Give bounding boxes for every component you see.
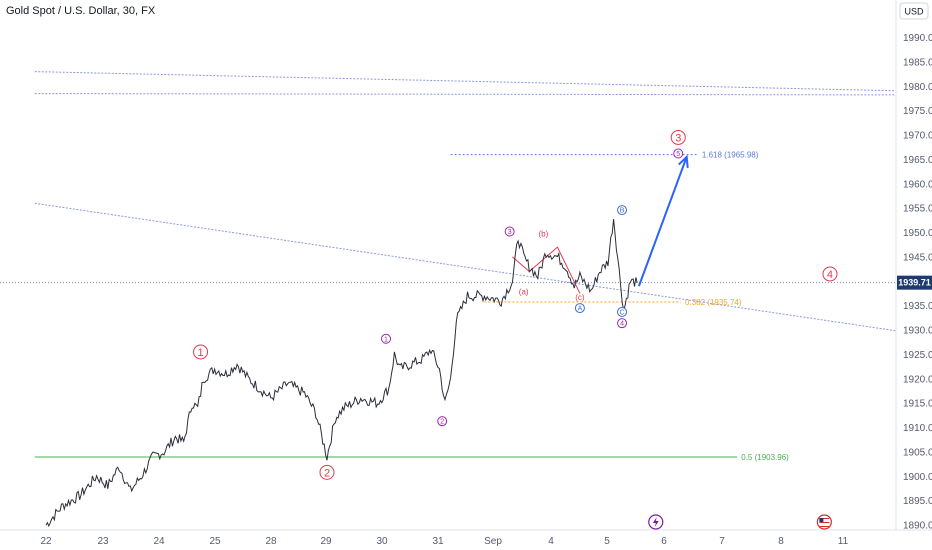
y-axis-ticks: 1890.00 1895.00 1900.00 1905.00 1910.00 1915.…	[903, 33, 932, 532]
x-tick-label[interactable]: 7	[719, 536, 725, 547]
projection-arrow	[637, 154, 689, 287]
lightning-bolt-shape[interactable]	[652, 517, 659, 527]
y-tick-label: 1975.00	[903, 106, 932, 117]
y-tick-label: 1970.00	[903, 131, 932, 142]
wave-label-circle	[574, 303, 585, 314]
x-tick-label[interactable]: 24	[153, 536, 165, 547]
x-tick-label[interactable]: 8	[778, 536, 784, 547]
wave-label-text: 5	[676, 151, 680, 158]
y-tick-label: 1990.00	[903, 33, 932, 44]
flag-stripe[interactable]	[819, 526, 830, 527]
wave-label-circle	[617, 306, 628, 317]
currency-button-frame[interactable]	[899, 2, 929, 20]
last-price-badge: 1939.71	[897, 275, 932, 290]
x-tick-label[interactable]: 11	[838, 536, 849, 547]
y-tick-label: 1890.00	[903, 521, 932, 532]
y-tick-label: 1915.00	[903, 399, 932, 410]
flag-stripe[interactable]	[819, 518, 830, 519]
wave-label-text: 4	[620, 321, 624, 328]
price-axis[interactable]	[896, 0, 932, 550]
y-tick-label: 1965.00	[903, 155, 932, 166]
flag-canton[interactable]	[819, 518, 824, 522]
wave-label-text: 1	[384, 336, 388, 343]
wave-label-circle	[381, 333, 392, 344]
wave-label-circle	[617, 318, 628, 329]
fib-level-label: 0.382 (1935.74)	[685, 298, 742, 307]
us-flag-icon[interactable]	[816, 514, 832, 530]
wave-label-circle	[670, 129, 686, 145]
wave-label-circle	[822, 266, 838, 282]
fib-level-label: 0.5 (1903.96)	[741, 453, 789, 462]
wave-label-circle	[617, 205, 628, 216]
last-price-value: 1939.71	[898, 278, 931, 288]
wave-label-circle	[437, 416, 448, 427]
wave-label-text: 3	[508, 229, 512, 236]
wave-label-text: (b)	[538, 229, 548, 238]
wave-label-text: 1	[197, 347, 203, 359]
y-tick-label: 1905.00	[903, 447, 932, 458]
x-tick-label[interactable]: 23	[97, 536, 109, 547]
y-tick-label: 1930.00	[903, 326, 932, 337]
y-tick-label: 1950.00	[903, 228, 932, 239]
y-tick-label: 1910.00	[903, 423, 932, 434]
x-tick-label[interactable]: 30	[376, 536, 388, 547]
flag-stripe[interactable]	[819, 522, 830, 523]
flag-stripe[interactable]	[819, 520, 830, 521]
fib-level-label: 1.618 (1965.98)	[702, 151, 759, 160]
wave-label-text: C	[620, 309, 625, 316]
wave-label-text: 2	[324, 467, 330, 479]
x-tick-label[interactable]: Sep	[484, 536, 502, 547]
flag-stripe[interactable]	[819, 524, 830, 525]
x-tick-label[interactable]: 31	[432, 536, 444, 547]
wave-label-circle	[504, 226, 515, 237]
chart-title: Gold Spot / U.S. Dollar, 30, FX	[6, 5, 156, 17]
trendline	[34, 93, 932, 96]
y-tick-label: 1920.00	[903, 374, 932, 385]
lightning-icon[interactable]	[648, 514, 664, 530]
wave-label-circle	[193, 344, 209, 360]
wave-label-text: A	[578, 306, 583, 313]
x-tick-label[interactable]: 6	[661, 536, 667, 547]
wave-label-circle	[319, 464, 335, 480]
wave-label-text: (a)	[519, 287, 529, 296]
x-tick-label[interactable]: 28	[265, 536, 277, 547]
price-series	[45, 218, 638, 528]
wave-label-text: 3	[675, 132, 681, 144]
y-tick-label: 1935.00	[903, 301, 932, 312]
x-tick-label[interactable]: 5	[604, 536, 610, 547]
y-tick-label: 1980.00	[903, 82, 932, 93]
y-tick-label: 1955.00	[903, 204, 932, 215]
trendline	[34, 71, 932, 93]
y-tick-label: 1925.00	[903, 350, 932, 361]
wave-label-text: (c)	[575, 293, 585, 302]
y-tick-label: 1895.00	[903, 496, 932, 507]
wave-label-text: B	[620, 208, 625, 215]
y-tick-label: 1960.00	[903, 179, 932, 190]
y-tick-label: 1900.00	[903, 472, 932, 483]
trendline	[34, 202, 932, 337]
x-tick-label[interactable]: 22	[40, 536, 52, 547]
event-icons[interactable]	[648, 514, 832, 530]
x-tick-label[interactable]: 29	[320, 536, 332, 547]
wave-label-text: 4	[827, 269, 833, 281]
currency-button[interactable]: USD	[899, 2, 929, 20]
horizontal-levels: 1.618 (1965.98) 0.382 (1935.74) 0.5 (1903.…	[0, 151, 896, 462]
wave-label-text: 2	[440, 419, 444, 426]
price-line	[45, 218, 638, 528]
currency-label[interactable]: USD	[904, 7, 924, 17]
x-tick-label[interactable]: 4	[548, 536, 554, 547]
y-tick-label: 1945.00	[903, 252, 932, 263]
y-tick-label: 1985.00	[903, 57, 932, 68]
wave-label-circle	[673, 148, 684, 159]
x-tick-label[interactable]: 25	[209, 536, 221, 547]
last-price-badge-bg	[897, 275, 932, 290]
x-axis-ticks[interactable]: 22 23 24 25 28 29 30 31 Sep 4 5 6 7 8 11	[40, 536, 848, 547]
projection-arrowhead	[678, 154, 689, 168]
projection-line	[637, 156, 688, 287]
